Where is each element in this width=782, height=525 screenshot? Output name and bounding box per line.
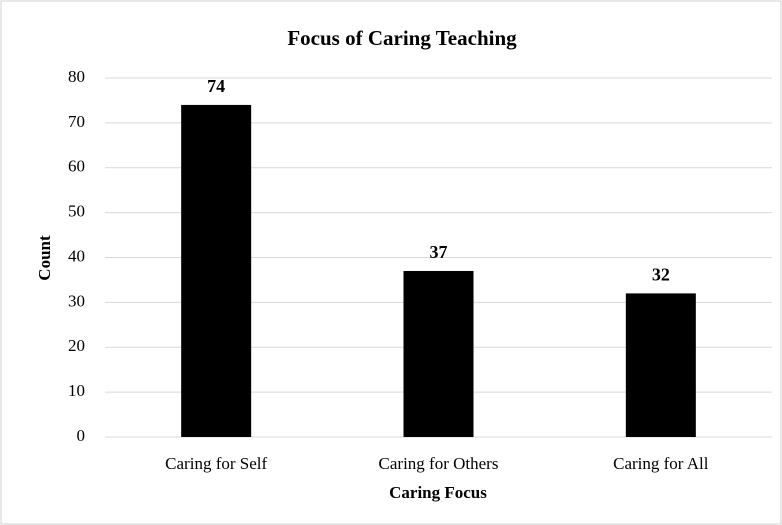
value-label: 32: [652, 265, 670, 285]
x-tick-label: Caring for Others: [379, 454, 499, 473]
y-tick-label: 40: [68, 246, 85, 265]
y-tick-label: 70: [68, 112, 85, 131]
y-axis-label: Count: [35, 235, 54, 281]
x-axis-label: Caring Focus: [389, 483, 487, 502]
x-tick-label: Caring for Self: [165, 454, 267, 473]
x-tick-label: Caring for All: [613, 454, 709, 473]
value-label: 37: [430, 242, 448, 262]
y-tick-label: 80: [68, 67, 85, 86]
bar: [403, 270, 474, 437]
bar: [181, 104, 252, 438]
y-tick-label: 60: [68, 157, 85, 176]
y-tick-label: 50: [68, 202, 85, 221]
y-tick-label: 20: [68, 336, 85, 355]
y-tick-label: 0: [77, 426, 86, 445]
y-tick-label: 30: [68, 291, 85, 310]
chart-title: Focus of Caring Teaching: [287, 26, 517, 50]
value-label: 74: [207, 76, 225, 96]
bar: [625, 293, 696, 437]
y-tick-label: 10: [68, 381, 85, 400]
